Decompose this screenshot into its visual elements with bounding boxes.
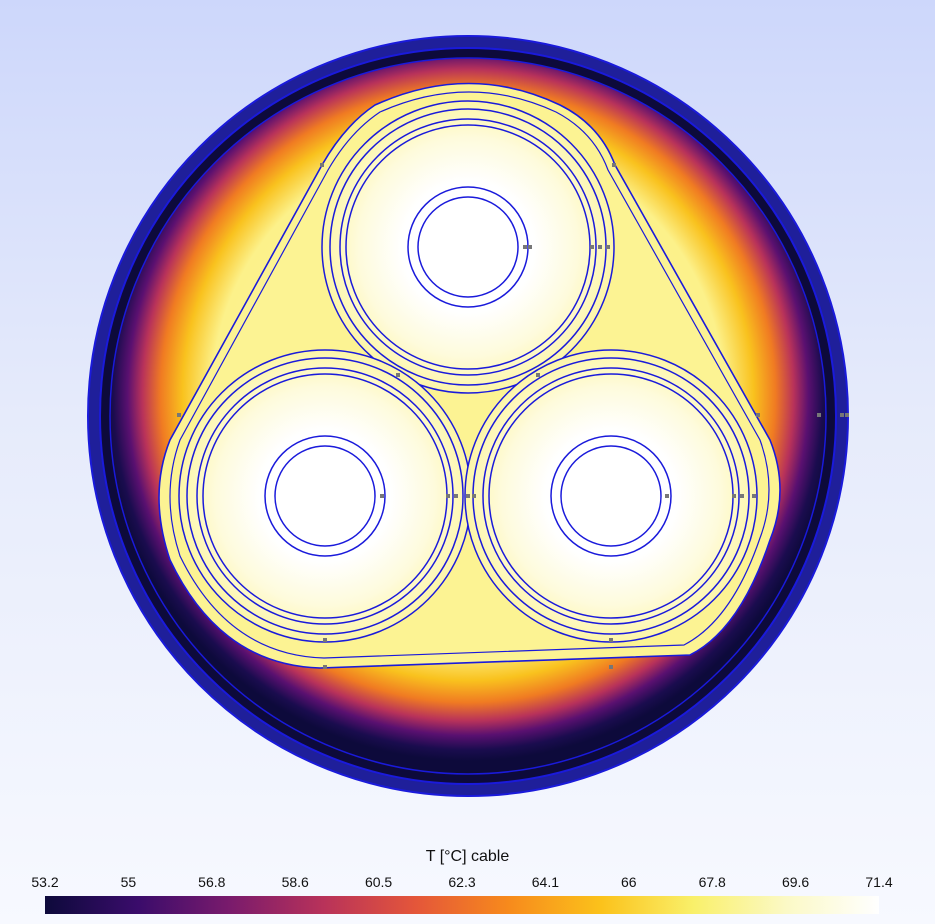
legend-tick-label: 60.5 bbox=[364, 874, 393, 890]
legend-tick-label: 62.3 bbox=[448, 874, 476, 890]
core-top bbox=[321, 100, 615, 394]
cable-cross-section bbox=[87, 35, 849, 797]
legend-tick-label: 58.6 bbox=[281, 874, 309, 890]
legend-tick-label: 67.8 bbox=[698, 874, 726, 890]
legend-tick-labels: 53.2 55 56.8 58.6 60.5 62.3 64.1 66 67.8 69.6 71.4 bbox=[0, 874, 935, 892]
core-bottom-right bbox=[464, 349, 758, 643]
legend-tick-label: 55 bbox=[120, 874, 137, 890]
binder-tape-inner bbox=[169, 91, 770, 659]
legend-tick-label: 71.4 bbox=[865, 874, 893, 890]
colorbar bbox=[45, 896, 879, 914]
legend-tick-label: 69.6 bbox=[781, 874, 810, 890]
legend-tick-label: 56.8 bbox=[198, 874, 226, 890]
legend-tick-label: 66 bbox=[621, 874, 637, 890]
legend-tick-label: 64.1 bbox=[531, 874, 560, 890]
mesh-vertices bbox=[177, 163, 849, 669]
legend-tick-label: 53.2 bbox=[31, 874, 59, 890]
legend-title: T [°C] cable bbox=[425, 848, 510, 865]
core-bottom-left bbox=[178, 349, 472, 643]
